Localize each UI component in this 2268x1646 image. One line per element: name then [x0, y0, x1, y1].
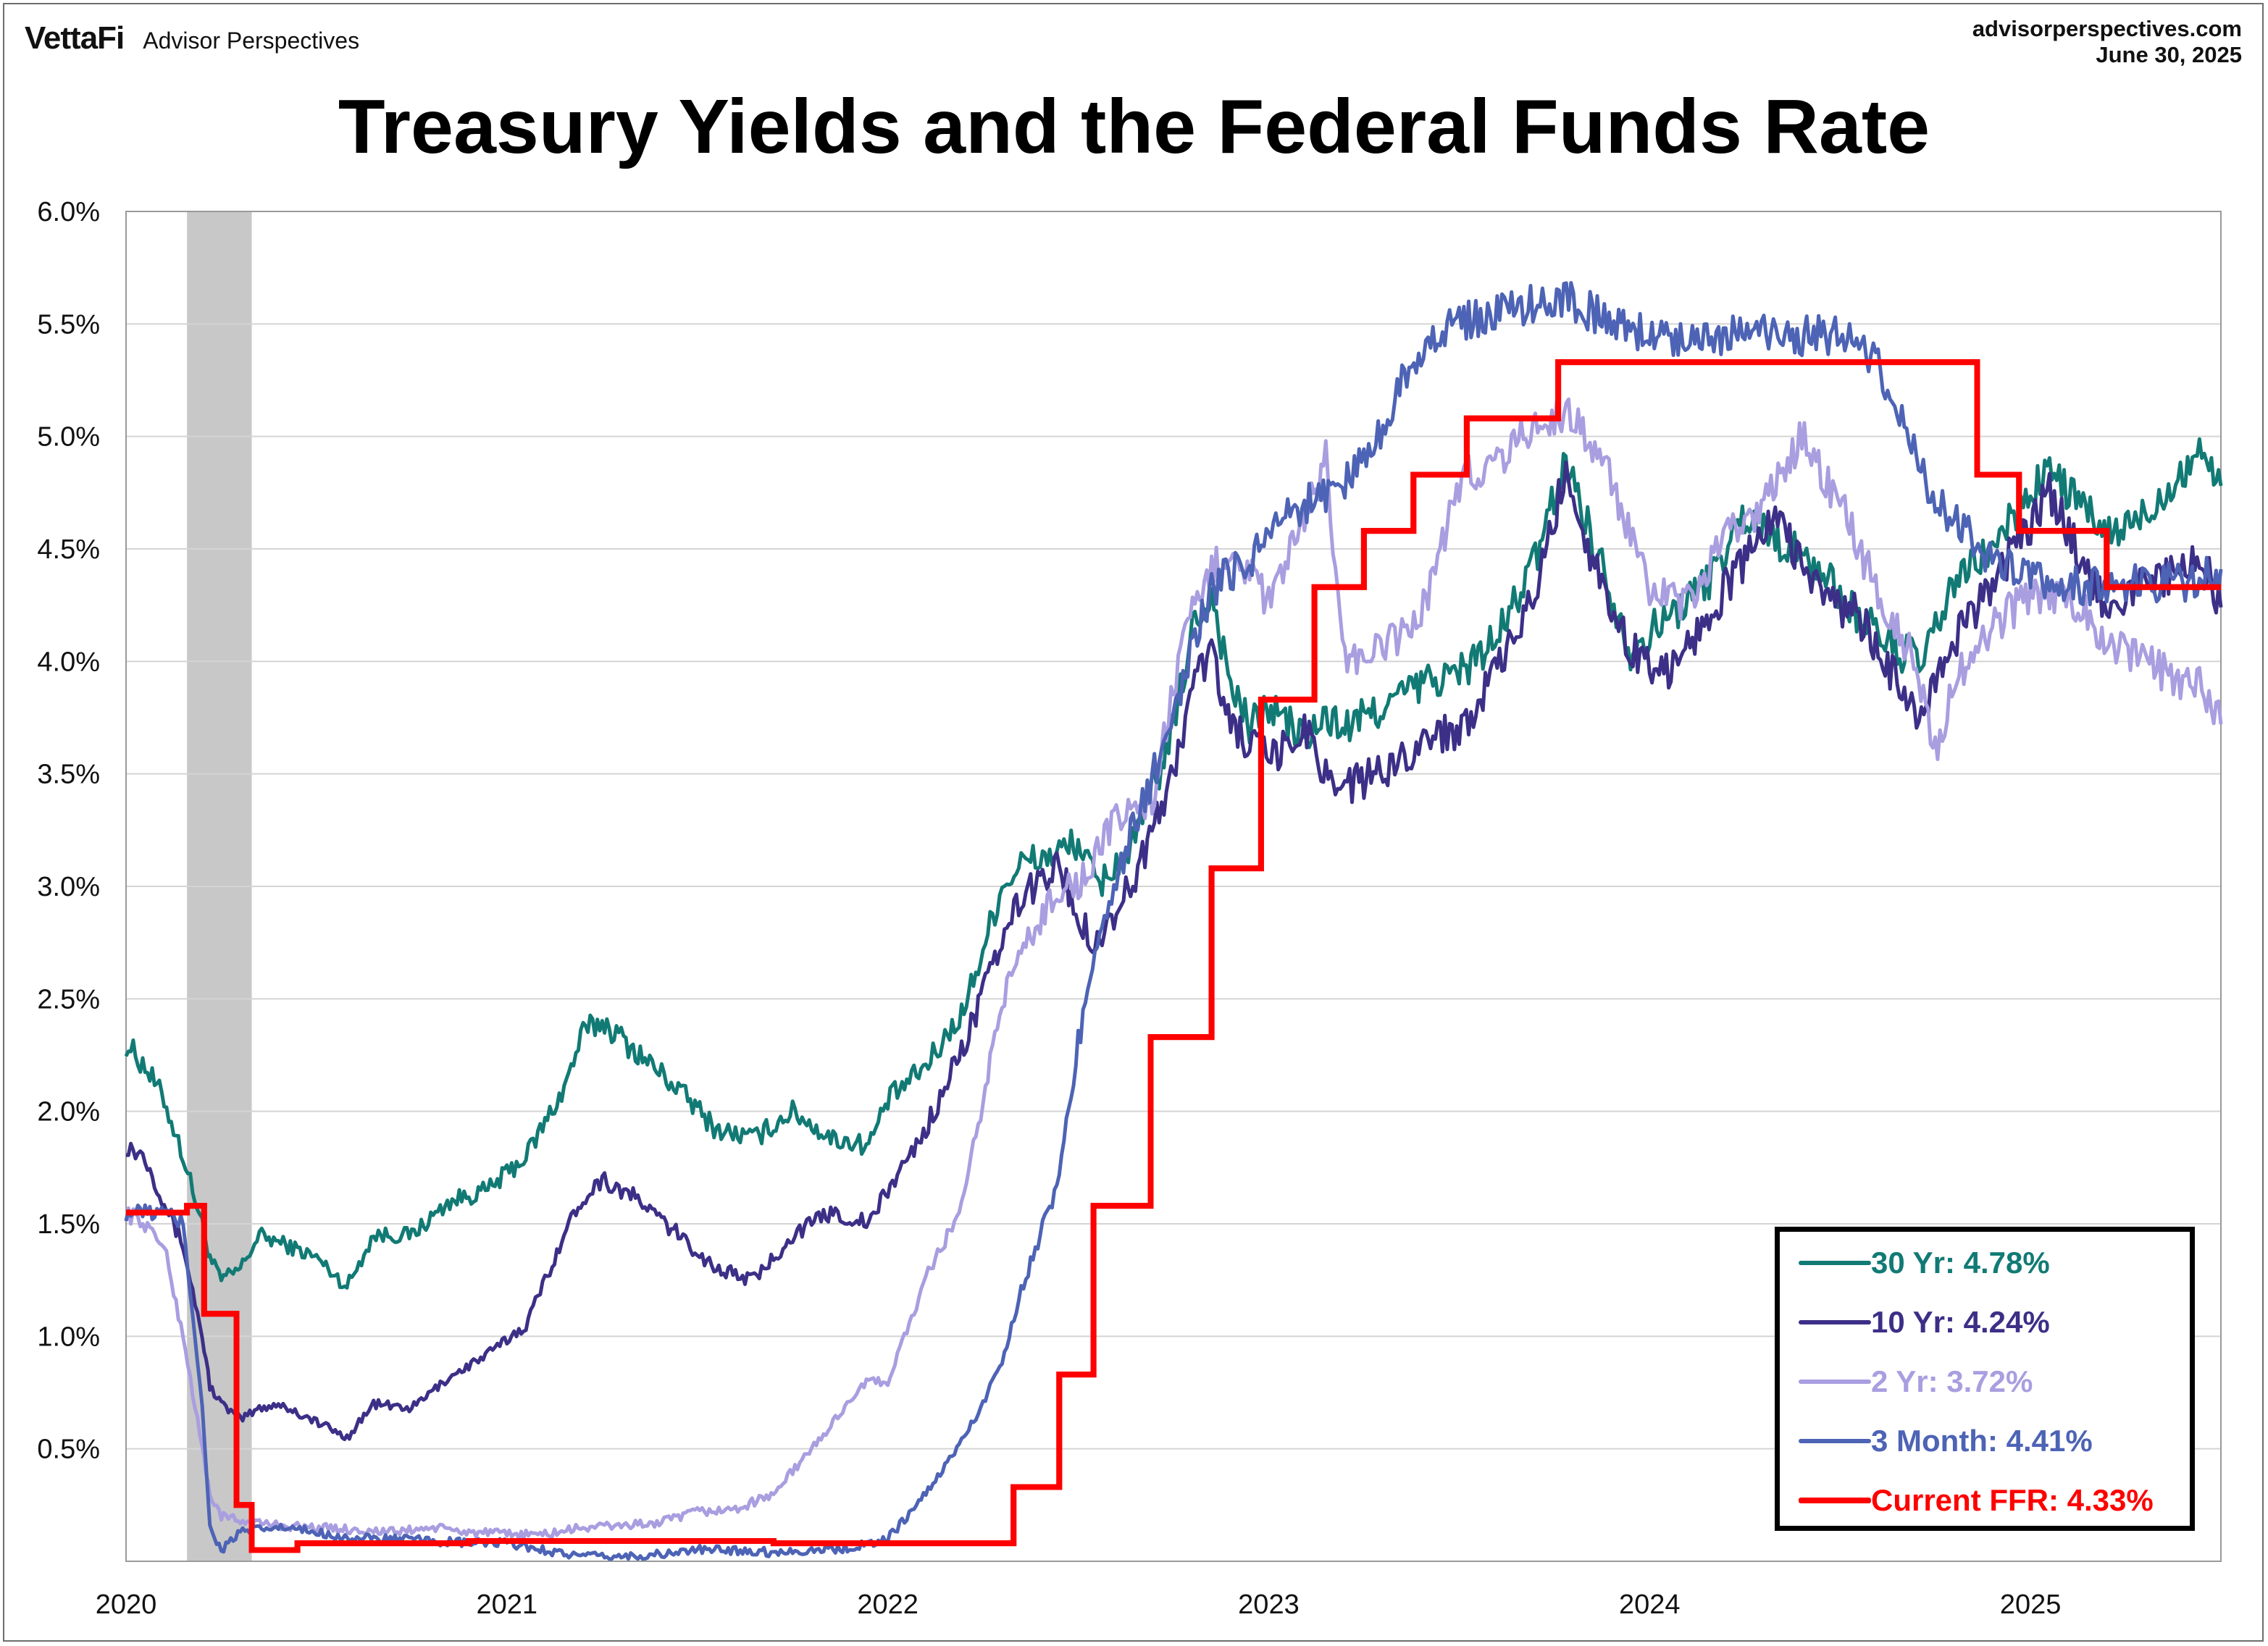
y-tick-label: 0.5%: [37, 1435, 100, 1465]
y-tick-label: 3.0%: [37, 872, 100, 902]
legend-swatch: [1799, 1320, 1871, 1324]
source-date: June 30, 2025: [2096, 42, 2242, 67]
x-tick-label: 2025: [2000, 1590, 2062, 1620]
y-tick-label: 3.5%: [37, 760, 100, 790]
y-tick-label: 5.5%: [37, 309, 100, 340]
source-block: advisorperspectives.com June 30, 2025: [1972, 16, 2242, 68]
series-line-10yr: [125, 460, 2223, 1442]
y-tick-label: 4.0%: [37, 647, 100, 677]
x-tick-label: 2021: [477, 1590, 538, 1620]
y-tick-label: 1.5%: [37, 1209, 100, 1240]
legend-label: 30 Yr: 4.78%: [1871, 1246, 2050, 1280]
legend-swatch: [1799, 1498, 1871, 1503]
x-tick-label: 2022: [857, 1590, 919, 1620]
x-tick-label: 2024: [1619, 1590, 1681, 1620]
legend-item-ffr: Current FFR: 4.33%: [1799, 1482, 2154, 1519]
legend-swatch: [1799, 1439, 1871, 1443]
y-tick-label: 5.0%: [37, 422, 100, 453]
x-tick-label: 2020: [96, 1590, 157, 1620]
y-tick-label: 1.0%: [37, 1322, 100, 1352]
legend-label: Current FFR: 4.33%: [1871, 1483, 2154, 1517]
legend-item-2yr: 2 Yr: 3.72%: [1799, 1364, 2033, 1400]
legend-label: 3 Month: 4.41%: [1871, 1424, 2093, 1458]
plot-border: [125, 211, 2222, 1562]
y-tick-label: 2.5%: [37, 984, 100, 1015]
x-tick-label: 2023: [1238, 1590, 1300, 1620]
brand-header: VettaFi Advisor Perspectives: [25, 20, 359, 56]
legend: 30 Yr: 4.78% 10 Yr: 4.24% 2 Yr: 3.72% 3 Mon…: [1775, 1227, 2195, 1531]
chart-frame: [3, 3, 2264, 1642]
legend-item-3month: 3 Month: 4.41%: [1799, 1423, 2093, 1459]
source-url: advisorperspectives.com: [1972, 16, 2242, 41]
y-tick-label: 4.5%: [37, 534, 100, 565]
legend-swatch: [1799, 1380, 1871, 1384]
legend-swatch: [1799, 1261, 1871, 1265]
chart-title: Treasury Yields and the Federal Funds Ra…: [338, 84, 1930, 169]
y-tick-label: 6.0%: [37, 197, 100, 227]
y-tick-label: 2.0%: [37, 1097, 100, 1128]
brand-subtitle: Advisor Perspectives: [143, 28, 360, 54]
legend-label: 2 Yr: 3.72%: [1871, 1364, 2033, 1398]
legend-label: 10 Yr: 4.24%: [1871, 1305, 2050, 1339]
legend-item-10yr: 10 Yr: 4.24%: [1799, 1304, 2050, 1340]
series-line-2yr: [124, 397, 2223, 1541]
legend-item-30yr: 30 Yr: 4.78%: [1799, 1245, 2050, 1281]
series-line-ffr-top: [126, 359, 2221, 1553]
vettafi-logo: VettaFi: [25, 20, 125, 56]
